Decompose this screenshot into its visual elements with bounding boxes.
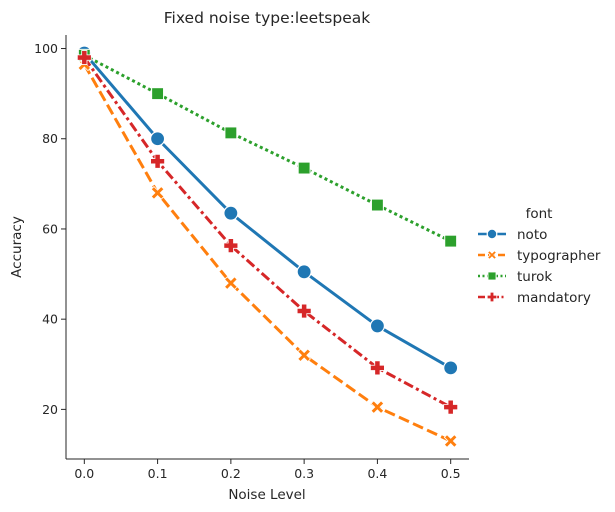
data-point — [224, 126, 238, 140]
data-point — [296, 264, 312, 280]
data-point — [444, 234, 458, 248]
legend-label: typographer — [517, 248, 601, 264]
data-point — [223, 205, 239, 221]
data-point — [296, 303, 312, 319]
legend-entry-mandatory: mandatory — [478, 290, 591, 306]
legend-entry-turok: turok — [478, 269, 552, 285]
series-typographer — [77, 57, 458, 448]
legend-label: turok — [517, 269, 552, 285]
data-point — [443, 399, 459, 415]
x-tick-label: 0.5 — [441, 466, 461, 481]
series-mandatory — [76, 50, 459, 415]
legend-entry-typographer: typographer — [478, 248, 601, 264]
x-tick-label: 0.1 — [148, 466, 168, 481]
y-tick-label: 60 — [42, 221, 58, 236]
data-point — [486, 228, 498, 240]
series-line — [83, 52, 452, 370]
y-axis-title: Accuracy — [9, 216, 25, 278]
data-point — [223, 276, 238, 290]
data-point — [297, 348, 312, 363]
legend-label: noto — [517, 227, 547, 243]
data-point — [76, 50, 92, 65]
data-point — [297, 161, 311, 175]
legend-label: mandatory — [517, 290, 591, 306]
x-axis-title: Noise Level — [228, 487, 305, 503]
data-point — [369, 318, 386, 334]
series-line — [83, 56, 452, 409]
data-point — [487, 271, 497, 281]
legend: font noto typographer turok mandatory — [478, 206, 601, 306]
data-point — [151, 87, 165, 101]
series-noto — [76, 45, 459, 376]
series-line — [83, 53, 452, 243]
data-point — [370, 360, 385, 376]
data-point — [443, 360, 459, 376]
x-tick-label: 0.3 — [294, 466, 314, 481]
data-point — [150, 153, 165, 169]
series-line — [83, 63, 452, 443]
y-tick-label: 100 — [34, 41, 58, 56]
y-tick-label: 20 — [42, 402, 58, 417]
series-turok — [77, 48, 458, 248]
series-layer — [76, 45, 459, 448]
data-point — [486, 291, 498, 303]
data-point — [149, 131, 166, 147]
data-point — [487, 250, 497, 260]
x-tick-label: 0.2 — [221, 466, 241, 481]
data-point — [370, 198, 384, 212]
y-tick-label: 80 — [42, 131, 58, 146]
legend-title: font — [526, 206, 553, 222]
x-tick-label: 0.0 — [74, 466, 94, 481]
axes: 0.0 0.1 0.2 0.3 0.4 0.5 20 40 60 80 100 — [34, 35, 469, 481]
data-point — [370, 400, 385, 414]
y-tick-label: 40 — [42, 312, 58, 327]
data-point — [443, 434, 458, 448]
x-tick-label: 0.4 — [367, 466, 387, 481]
data-point — [150, 186, 165, 200]
chart-title: Fixed noise type:leetspeak — [164, 9, 370, 27]
legend-entry-noto: noto — [478, 227, 547, 243]
data-point — [223, 238, 239, 254]
